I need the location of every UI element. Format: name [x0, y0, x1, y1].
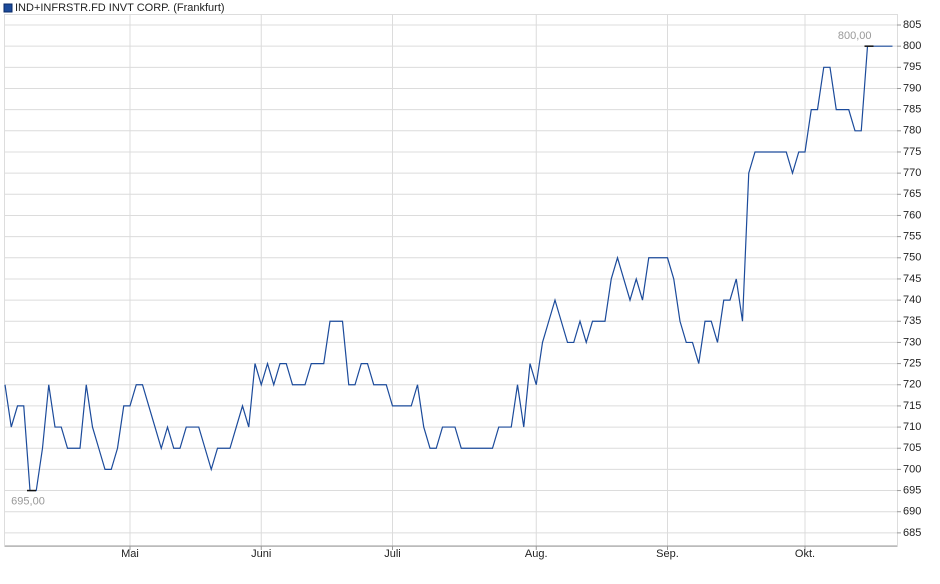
y-tick-label: 800 [903, 40, 921, 52]
y-tick-label: 760 [903, 209, 921, 221]
y-tick-label: 715 [903, 400, 921, 412]
y-tick-label: 730 [903, 336, 921, 348]
x-tick-label: Mai [121, 548, 139, 560]
y-tick-label: 790 [903, 82, 921, 94]
y-tick-label: 685 [903, 527, 921, 539]
price-line [4, 45, 893, 492]
y-tick-label: 775 [903, 146, 921, 158]
legend-label: IND+INFRSTR.FD INVT CORP. (Frankfurt) [15, 2, 225, 14]
extreme-label: 800,00 [838, 30, 872, 42]
y-tick-label: 765 [903, 188, 921, 200]
legend-swatch [3, 3, 13, 13]
y-tick-label: 805 [903, 19, 921, 31]
y-tick-label: 695 [903, 484, 921, 496]
x-tick-label: Okt. [795, 548, 815, 560]
y-tick-label: 755 [903, 231, 921, 243]
x-tick-label: Aug. [525, 548, 548, 560]
y-tick-label: 710 [903, 421, 921, 433]
y-tick-label: 740 [903, 294, 921, 306]
extreme-label: 695,00 [11, 495, 45, 507]
x-tick-label: Juni [251, 548, 271, 560]
y-tick-label: 750 [903, 252, 921, 264]
y-tick-label: 745 [903, 273, 921, 285]
x-tick-label: Sep. [656, 548, 679, 560]
y-tick-label: 795 [903, 61, 921, 73]
y-tick-label: 690 [903, 506, 921, 518]
y-tick-label: 720 [903, 379, 921, 391]
y-tick-label: 700 [903, 463, 921, 475]
y-tick-label: 735 [903, 315, 921, 327]
y-tick-label: 705 [903, 442, 921, 454]
x-tick-label: Juli [384, 548, 401, 560]
y-tick-label: 725 [903, 357, 921, 369]
y-tick-label: 785 [903, 104, 921, 116]
y-tick-label: 770 [903, 167, 921, 179]
plot-frame [4, 14, 898, 547]
y-tick-label: 780 [903, 125, 921, 137]
